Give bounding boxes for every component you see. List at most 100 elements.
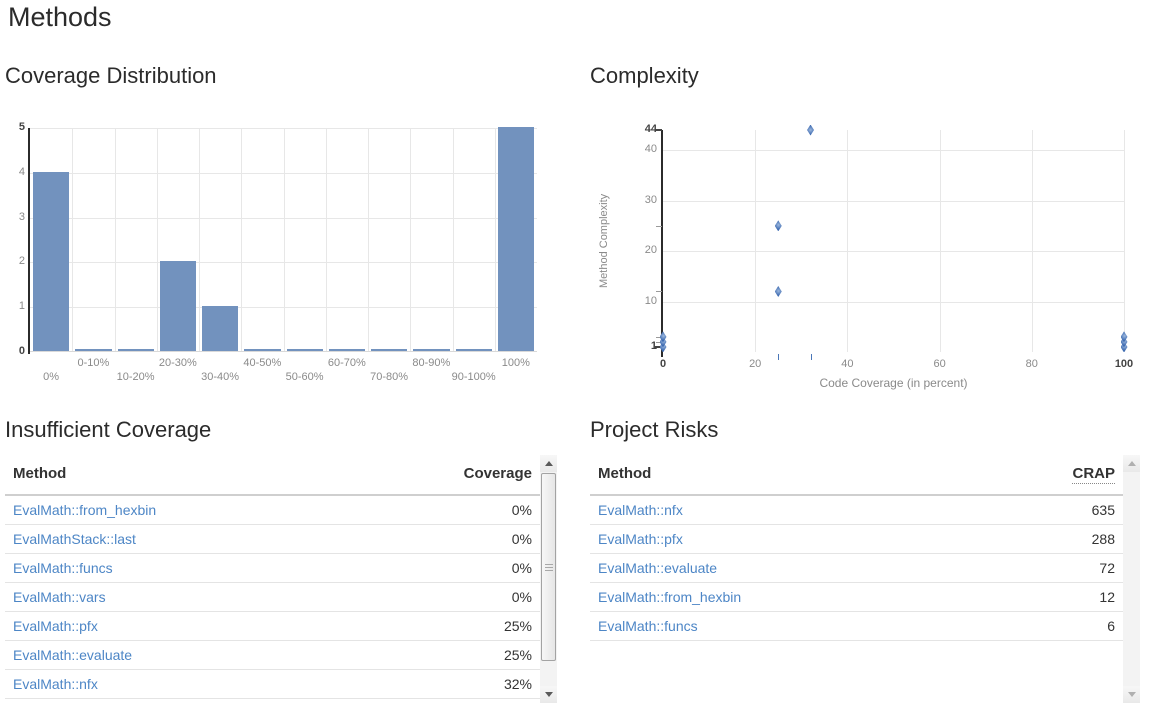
coverage-value-cell: 32% [272,669,540,699]
x-axis-tick-label: 10-20% [116,371,155,383]
grid-line [663,251,1124,253]
x-axis-tick-label: 20-30% [158,357,197,369]
grid-line [663,301,1124,303]
page-title: Methods [8,2,112,32]
coverage-value-cell: 0% [272,524,540,554]
crap-value-cell: 12 [856,582,1123,612]
grid-line [1031,130,1033,352]
method-cell: EvalMath::evaluate [5,640,273,670]
method-link[interactable]: EvalMath::nfx [598,502,683,518]
arrow-down-icon [1127,692,1136,697]
method-cell: EvalMath::nfx [5,669,273,699]
method-link[interactable]: EvalMath::from_hexbin [598,589,742,605]
method-link[interactable]: EvalMath::from_hexbin [13,502,157,518]
x-axis-tick-label: 0% [43,371,60,383]
grid-line [663,200,1124,202]
y-axis-line [28,128,30,354]
vertical-scrollbar[interactable] [540,455,557,703]
method-link[interactable]: EvalMath::funcs [13,560,113,576]
table-row: EvalMath::funcs 0% [5,553,540,583]
x-axis-tick-label: 40 [841,358,854,370]
y-axis-tick-label: 0 [18,345,25,357]
y-rug-tick [656,291,662,293]
method-cell: EvalMath::pfx [5,611,273,641]
project-risks-section: Project Risks Method CRAP EvalMath::nfx 6… [590,417,1140,707]
grid-line [452,128,454,351]
x-axis-tick-label: 50-60% [285,371,324,383]
bar [455,349,492,351]
method-cell: EvalMath::from_hexbin [590,582,857,612]
table-row: EvalMath::pfx 288 [590,524,1123,554]
scroll-down-button[interactable] [540,686,557,703]
y-axis-tick [655,345,662,348]
complexity-section: Complexity Method Complexity 0 20 40 60 80 10… [590,63,1148,403]
method-link[interactable]: EvalMath::pfx [598,531,683,547]
bar [497,127,534,351]
bar [75,349,112,351]
scatter-x-axis-title: Code Coverage (in percent) [819,376,968,390]
insufficient-coverage-table: Method Coverage EvalMath::from_hexbin 0% E… [5,455,540,699]
insufficient-coverage-section: Insufficient Coverage Method Coverage Ev… [5,417,557,707]
coverage-value-cell: 25% [272,611,540,641]
y-axis-line [661,130,663,357]
table-row: EvalMath::nfx 32% [5,669,540,699]
method-link[interactable]: EvalMath::funcs [598,618,698,634]
scrollbar-track[interactable] [540,472,557,686]
scroll-up-button[interactable] [540,455,557,472]
column-header-coverage: Coverage [272,455,540,496]
method-cell: EvalMath::funcs [5,553,273,583]
y-axis-tick [655,129,662,131]
y-rug-tick [656,336,662,338]
scatter-point [807,124,815,136]
method-link[interactable]: EvalMathStack::last [13,531,136,547]
arrow-up-icon [1127,461,1136,466]
project-risks-table: Method CRAP EvalMath::nfx 635 EvalMath::pf… [590,455,1123,641]
scrollbar-track [1123,472,1140,686]
coverage-distribution-bar-chart [28,127,537,354]
arrow-down-icon [544,692,553,697]
method-link[interactable]: EvalMath::nfx [13,676,98,692]
bar [159,261,196,351]
table-row: EvalMath::from_hexbin 0% [5,495,540,525]
crap-value-cell: 72 [856,553,1123,583]
complexity-heading: Complexity [590,63,699,88]
table-row: EvalMath::vars 0% [5,582,540,612]
thumb-grip-icon [544,567,553,568]
x-axis-tick-label: 80-90% [412,357,451,369]
bar [244,349,281,351]
coverage-distribution-section: Coverage Distribution 0 1 2 3 4 5 0% 0-10% 10-20… [5,63,557,403]
y-axis-tick-label: 2 [18,255,25,268]
grid-line [494,128,496,351]
method-link[interactable]: EvalMath::pfx [13,618,98,634]
grid-line [1124,130,1125,352]
arrow-up-icon [544,461,553,466]
project-risks-rows: EvalMath::nfx 635 EvalMath::pfx 288 EvalMath… [590,495,1123,641]
coverage-value-cell: 0% [272,582,540,612]
scrollbar-thumb[interactable] [541,473,556,661]
y-axis-tick-label: 1 [18,300,25,313]
x-axis-tick-label: 40-50% [243,357,282,369]
grid-line [199,128,200,351]
x-axis-tick-label: 80 [1025,358,1038,370]
vertical-scrollbar-disabled [1123,455,1140,703]
table-row: EvalMath::evaluate 25% [5,640,540,670]
scatter-point [1120,331,1128,343]
grid-line [241,128,243,351]
coverage-value-cell: 25% [272,640,540,670]
x-axis-tick-label: 100% [501,357,530,369]
y-rug-tick [656,341,662,343]
y-axis-tick-label: 44 [644,123,657,135]
method-link[interactable]: EvalMath::evaluate [13,647,133,663]
grid-line [755,130,757,352]
crap-abbr: CRAP [1072,465,1115,484]
scatter-point [774,220,782,232]
grid-line [114,128,116,351]
x-rug-tick [810,354,812,360]
x-axis-tick-label: 100 [1114,358,1134,370]
bar [286,349,323,351]
project-risks-table-container: Method CRAP EvalMath::nfx 635 EvalMath::pf… [590,455,1140,703]
x-rug-tick [778,354,780,360]
y-axis-tick-label: 4 [18,165,25,178]
method-link[interactable]: EvalMath::vars [13,589,106,605]
method-link[interactable]: EvalMath::evaluate [598,560,718,576]
